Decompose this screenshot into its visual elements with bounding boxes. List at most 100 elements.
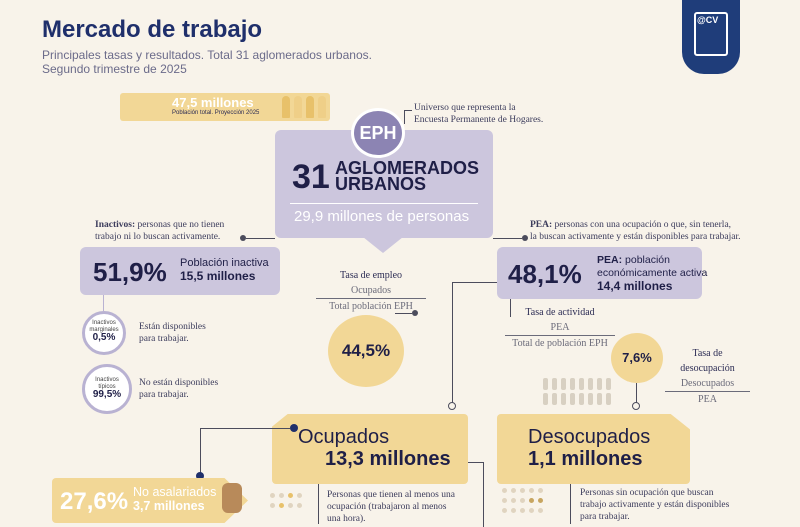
eph-badge: EPH bbox=[351, 108, 405, 158]
logo-text: @CV bbox=[697, 15, 719, 25]
population-caption: Población total. Proyección 2025 bbox=[172, 110, 260, 116]
desocupacion-numerator: Desocupados bbox=[680, 378, 735, 389]
marginales-pct: 0,5% bbox=[92, 332, 116, 343]
connector-line bbox=[103, 295, 104, 311]
connector-line bbox=[200, 428, 290, 429]
connector-line bbox=[493, 238, 522, 239]
pea-pct: 48,1% bbox=[508, 259, 582, 289]
tasa-empleo-circle: 44,5% bbox=[328, 315, 404, 387]
tipicos-label-2: típicos bbox=[98, 384, 116, 390]
connector-dot bbox=[448, 402, 456, 410]
actividad-title: Tasa de actividad bbox=[525, 307, 595, 318]
tipicos-pct: 99,5% bbox=[92, 389, 122, 400]
desocupados-desc-1: Personas sin ocupación que buscan bbox=[580, 488, 714, 498]
no-asalariados-pct: 27,6% bbox=[60, 488, 129, 515]
tipicos-desc-1: No están disponibles bbox=[139, 378, 219, 388]
marginales-label-2: marginales bbox=[89, 327, 119, 333]
connector-dot bbox=[522, 235, 528, 241]
eph-note-line-2: Encuesta Permanente de Hogares. bbox=[414, 115, 544, 125]
marginales-desc-1: Están disponibles bbox=[139, 322, 206, 332]
subtitle-line-2: Segundo trimestre de 2025 bbox=[42, 62, 187, 76]
person-icon bbox=[318, 96, 326, 118]
connector-line bbox=[318, 484, 319, 524]
marginales-label-1: Inactivos bbox=[92, 320, 116, 326]
pea-note: PEA: personas con una ocupación o que, s… bbox=[530, 219, 741, 243]
empleo-denominator: Total población EPH bbox=[316, 298, 426, 314]
inactivos-note-line-2: trabajo ni lo buscan activamente. bbox=[95, 232, 221, 242]
ocupados-title: Ocupados bbox=[298, 426, 390, 448]
ocupados-desc: Personas que tienen al menos una ocupaci… bbox=[327, 489, 455, 525]
desocupacion-denominator: PEA bbox=[665, 391, 750, 407]
aglomerados-line-1: AGLOMERADOS bbox=[335, 158, 479, 178]
person-icon bbox=[294, 96, 302, 118]
connector-line bbox=[452, 282, 453, 404]
dots-grid-icon bbox=[270, 493, 310, 513]
desocupados-desc-2: trabajo activamente y están disponibles bbox=[580, 500, 730, 510]
eph-people: 29,9 millones de personas bbox=[294, 208, 470, 225]
inactivos-note: Inactivos: personas que no tienen trabaj… bbox=[95, 219, 224, 243]
ocupados-desc-1: Personas que tienen al menos una bbox=[327, 490, 455, 500]
pea-label-3: 14,4 millones bbox=[597, 279, 673, 293]
no-asalariados-label-2: 3,7 millones bbox=[133, 499, 205, 513]
no-asalariados-label-1: No asalariados bbox=[133, 485, 217, 499]
connector-dot bbox=[196, 472, 204, 480]
inactivos-note-line-1: personas que no tienen bbox=[135, 220, 225, 230]
inactivos-note-bold: Inactivos: bbox=[95, 220, 136, 230]
tasa-desocupacion: Tasa de desocupación Desocupados PEA bbox=[665, 346, 750, 407]
connector-line bbox=[246, 238, 275, 239]
eph-note: Universo que representa la Encuesta Perm… bbox=[414, 102, 543, 126]
connector-line bbox=[468, 462, 483, 463]
person-icon bbox=[306, 96, 314, 118]
inactivos-box bbox=[80, 247, 280, 295]
inactivos-tipicos-circle: Inactivos típicos 99,5% bbox=[82, 364, 132, 414]
connector-line bbox=[452, 282, 497, 283]
desocupados-desc: Personas sin ocupación que buscan trabaj… bbox=[580, 487, 729, 523]
connector-line bbox=[636, 383, 637, 404]
dots-grid-icon bbox=[502, 488, 562, 518]
pea-label-2: económicamente activa bbox=[597, 267, 708, 279]
connector-line bbox=[395, 313, 412, 314]
desocupados-title: Desocupados bbox=[528, 426, 651, 448]
connector-line bbox=[200, 428, 201, 476]
pea-note-bold: PEA: bbox=[530, 220, 553, 230]
empleo-numerator: Ocupados bbox=[351, 285, 391, 296]
desocupados-desc-3: para trabajar. bbox=[580, 512, 630, 522]
connector-dot bbox=[412, 310, 418, 316]
desocupacion-title: Tasa de desocupación bbox=[680, 348, 735, 374]
connector-line bbox=[404, 110, 412, 111]
inactivos-marginales-circle: Inactivos marginales 0,5% bbox=[82, 311, 126, 355]
divider bbox=[290, 203, 478, 204]
marginales-desc-2: para trabajar. bbox=[139, 334, 189, 344]
inactivos-label: Población inactiva 15,5 millones bbox=[180, 257, 269, 283]
pea-box bbox=[497, 247, 702, 299]
desocupados-box bbox=[497, 414, 690, 484]
aglomerados-line-2: URBANOS bbox=[335, 174, 427, 194]
person-icon bbox=[282, 96, 290, 118]
connector-dot bbox=[240, 235, 246, 241]
no-asalariados-box bbox=[52, 478, 248, 523]
ocupados-box bbox=[272, 414, 468, 484]
pea-label: PEA: población económicamente activa 14,… bbox=[597, 254, 707, 293]
tasa-actividad: Tasa de actividad PEA Total de población… bbox=[505, 305, 615, 351]
population-box: 47,5 millones Población total. Proyecció… bbox=[120, 93, 330, 121]
tipicos-desc-2: para trabajar. bbox=[139, 390, 189, 400]
ocupados-desc-2: ocupación (trabajaron al menos bbox=[327, 502, 447, 512]
population-value: 47,5 millones bbox=[172, 95, 254, 110]
pea-note-line-1: personas con una ocupación o que, sin te… bbox=[552, 220, 732, 230]
pea-label-bold: PEA: bbox=[597, 254, 623, 266]
subtitle-line-1: Principales tasas y resultados. Total 31… bbox=[42, 48, 372, 62]
tasa-desocupacion-circle: 7,6% bbox=[611, 333, 663, 383]
document-icon bbox=[694, 12, 728, 56]
inactivos-label-1: Población inactiva bbox=[180, 257, 269, 269]
marginales-desc: Están disponibles para trabajar. bbox=[139, 321, 206, 345]
cv-logo: @CV bbox=[682, 0, 740, 74]
inactivos-label-2: 15,5 millones bbox=[180, 269, 256, 283]
ocupados-desc-3: una hora). bbox=[327, 514, 366, 524]
people-grid-icon bbox=[543, 378, 613, 408]
worker-icon bbox=[222, 483, 242, 513]
inactivos-pct: 51,9% bbox=[93, 257, 167, 287]
aglomerados-count: 31 bbox=[292, 158, 330, 196]
desocupados-value: 1,1 millones bbox=[528, 448, 643, 470]
ocupados-value: 13,3 millones bbox=[325, 448, 451, 470]
connector-line bbox=[510, 299, 511, 317]
